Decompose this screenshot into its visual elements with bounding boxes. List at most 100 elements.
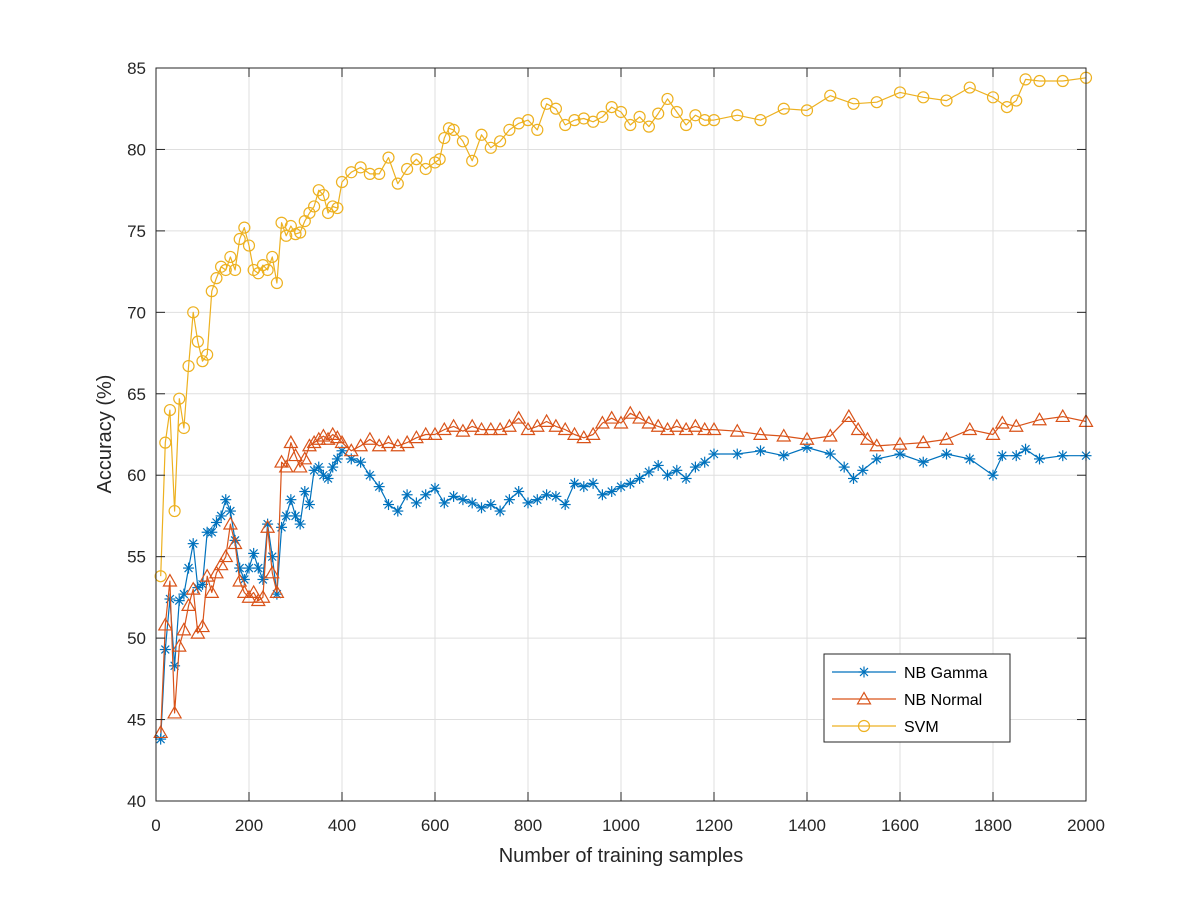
data-point-svm [624, 118, 637, 132]
data-point-nb-normal [892, 436, 908, 450]
data-point-svm [1033, 74, 1046, 88]
data-point-nb-normal [241, 589, 257, 603]
data-point-nb-normal [436, 421, 452, 436]
data-point-svm [754, 114, 767, 127]
y-tick-label: 60 [127, 466, 146, 485]
data-point-nb-gamma [634, 472, 646, 484]
data-point-nb-normal [283, 434, 299, 449]
data-point-nb-normal [669, 418, 685, 432]
data-point-svm [373, 167, 386, 180]
data-point-nb-gamma [699, 456, 711, 468]
data-point-nb-gamma [303, 499, 315, 511]
data-point-nb-normal [687, 418, 703, 432]
data-point-nb-gamma [541, 489, 553, 501]
y-tick-label: 80 [127, 140, 146, 159]
y-axis-label: Accuracy (%) [94, 375, 116, 494]
data-point-nb-normal [334, 434, 350, 449]
y-tick-label: 75 [127, 222, 146, 241]
data-point-nb-normal [566, 426, 583, 440]
data-point-nb-normal [353, 438, 369, 452]
legend-item-svm: SVM [832, 719, 939, 736]
data-point-nb-normal [520, 421, 536, 436]
data-point-svm [986, 91, 1000, 104]
data-point-nb-normal [752, 426, 769, 440]
data-point-nb-normal [301, 438, 317, 452]
data-point-nb-gamma [257, 573, 269, 585]
data-point-nb-normal [362, 431, 378, 445]
data-point-svm [219, 263, 232, 277]
data-point-nb-normal [446, 418, 462, 432]
data-point-nb-gamma [857, 464, 869, 476]
data-point-nb-normal [473, 421, 490, 436]
data-point-svm [391, 177, 404, 190]
data-point-nb-gamma [513, 486, 525, 498]
data-point-svm [433, 153, 446, 166]
data-point-nb-gamma [550, 490, 562, 502]
data-point-svm [596, 110, 609, 123]
data-point-nb-gamma [569, 477, 580, 489]
data-point-svm [475, 128, 488, 141]
data-point-nb-gamma [824, 448, 836, 460]
data-point-nb-gamma [155, 733, 167, 745]
data-point-svm [270, 276, 283, 290]
legend-label: NB Normal [904, 692, 982, 709]
data-point-nb-gamma [494, 505, 506, 517]
data-point-svm [438, 131, 451, 145]
data-point-nb-normal [390, 438, 406, 452]
data-point-svm [168, 504, 181, 518]
data-point-svm [661, 92, 674, 106]
data-point-svm [531, 123, 544, 136]
data-point-nb-gamma [755, 445, 766, 457]
legend-label: NB Gamma [904, 665, 988, 682]
data-point-svm [228, 263, 242, 277]
data-point-nb-gamma [848, 472, 859, 484]
data-point-nb-gamma [708, 448, 720, 460]
series-svm [154, 71, 1093, 583]
data-point-nb-normal [157, 617, 173, 631]
data-point-nb-normal [985, 426, 1001, 440]
data-point-nb-gamma [941, 448, 952, 460]
series-layer [153, 71, 1094, 745]
data-point-nb-gamma [662, 469, 673, 481]
data-point-nb-normal [678, 421, 694, 436]
data-point-svm [847, 97, 860, 110]
x-tick-label: 0 [151, 816, 160, 835]
data-point-svm [331, 201, 344, 215]
data-point-svm [261, 263, 274, 277]
data-point-svm [540, 97, 553, 110]
y-tick-label: 70 [127, 303, 146, 322]
data-point-svm [1010, 94, 1023, 107]
data-point-nb-normal [841, 408, 857, 423]
data-point-svm [633, 110, 646, 123]
data-point-svm [410, 153, 423, 166]
data-point-svm [670, 105, 683, 119]
x-tick-label: 1800 [974, 816, 1012, 835]
data-point-svm [233, 232, 246, 246]
data-point-nb-normal [483, 421, 499, 436]
data-point-nb-normal [292, 459, 308, 473]
series-line-nb-gamma [160, 446, 1086, 740]
data-point-nb-normal [320, 431, 336, 445]
data-point-nb-gamma [206, 526, 218, 538]
data-point-svm [196, 355, 209, 368]
data-point-nb-normal [1031, 412, 1048, 426]
data-point-nb-gamma [420, 489, 432, 501]
data-point-svm [893, 86, 907, 99]
data-point-nb-normal [181, 597, 197, 612]
data-point-nb-gamma [224, 505, 236, 517]
data-point-nb-gamma [401, 489, 413, 501]
data-point-nb-gamma [531, 494, 543, 506]
data-point-nb-gamma [587, 477, 599, 489]
y-tick-label: 40 [127, 792, 146, 811]
data-point-nb-normal [199, 568, 215, 582]
data-point-svm [917, 91, 930, 104]
x-tick-label: 1000 [602, 816, 640, 835]
data-point-nb-normal [269, 584, 285, 598]
y-tick-label: 50 [127, 629, 146, 648]
data-point-nb-gamma [183, 562, 195, 574]
data-point-nb-normal [659, 421, 676, 436]
data-point-nb-normal [539, 413, 555, 427]
data-point-nb-normal [557, 421, 573, 436]
series-line-svm [160, 77, 1087, 577]
data-point-svm [940, 94, 953, 107]
